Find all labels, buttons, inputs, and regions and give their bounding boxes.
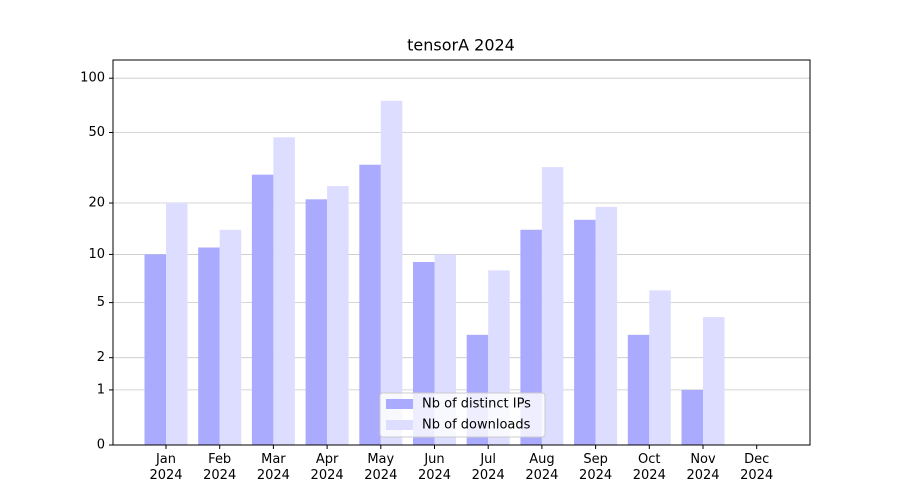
y-tick-label: 1 — [97, 382, 105, 397]
x-tick-label: Jun 2024 — [417, 452, 452, 483]
x-tick-label: Oct 2024 — [632, 452, 666, 483]
y-tick-label: 20 — [88, 196, 105, 211]
y-tick-label: 2 — [97, 350, 105, 365]
bar — [681, 389, 703, 445]
bar — [144, 254, 166, 445]
bar — [327, 186, 349, 445]
bar — [541, 167, 564, 445]
legend-box — [379, 392, 546, 438]
y-tick-label: 5 — [97, 295, 105, 310]
x-tick-label: Dec 2024 — [740, 452, 774, 483]
bar — [649, 290, 671, 445]
bar — [198, 247, 220, 445]
x-tick-label: Apr 2024 — [310, 452, 344, 483]
x-tick-label: May 2024 — [364, 452, 398, 483]
legend-swatch — [386, 399, 413, 409]
x-tick-label: Feb 2024 — [203, 452, 237, 483]
x-tick-label: Aug 2024 — [525, 452, 559, 483]
bar — [251, 174, 274, 445]
x-tick-label: Jan 2024 — [149, 452, 183, 483]
bar — [595, 206, 618, 445]
bar — [359, 164, 381, 445]
chart-title: tensorA 2024 — [407, 36, 515, 55]
y-tick-label: 10 — [88, 247, 105, 262]
bar — [627, 334, 650, 445]
plot-frame — [112, 59, 811, 446]
bar — [574, 219, 596, 445]
x-tick-label: Sep 2024 — [579, 452, 613, 483]
y-tick-label: 50 — [88, 125, 105, 140]
bar — [520, 229, 542, 445]
y-tick-label: 0 — [97, 438, 105, 453]
x-tick-label: Jul 2024 — [471, 452, 505, 483]
y-tick-label: 100 — [80, 71, 105, 86]
legend-swatch — [386, 420, 413, 430]
bar — [380, 100, 403, 445]
bar — [703, 317, 725, 445]
x-tick-label: Nov 2024 — [686, 452, 720, 483]
bar — [305, 199, 328, 445]
bar — [219, 229, 242, 445]
bar — [166, 203, 188, 445]
legend-label: Nb of distinct IPs — [422, 397, 531, 412]
x-tick-label: Mar 2024 — [256, 452, 290, 483]
bar — [273, 137, 295, 446]
legend-label: Nb of downloads — [422, 418, 531, 433]
